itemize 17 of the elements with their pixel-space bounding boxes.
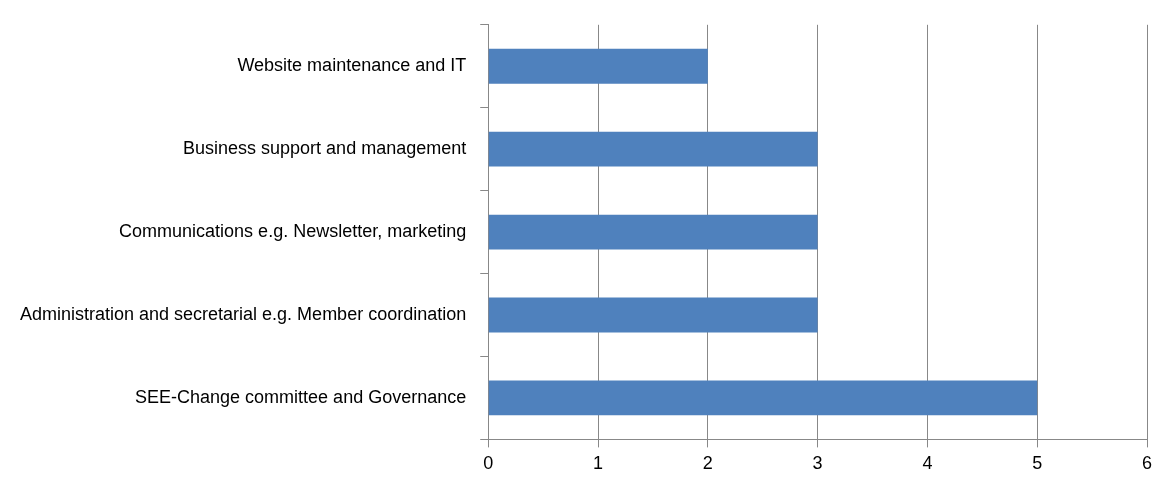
x-tick-label: 3 [812, 453, 823, 474]
y-tick-label: Business support and management [183, 138, 467, 159]
bar [488, 48, 708, 84]
x-tick-label: 6 [1141, 453, 1153, 474]
x-tick-label: 4 [922, 453, 933, 474]
bar [488, 131, 818, 167]
y-tick-label: Administration and secretarial e.g. Member coordination [19, 303, 467, 324]
y-tick-label: Website maintenance and IT [237, 55, 467, 76]
x-tick-label: 1 [593, 453, 604, 474]
bar [488, 214, 818, 250]
y-tick-label: SEE-Change committee and Governance [135, 386, 467, 407]
x-tick-label: 5 [1032, 453, 1043, 474]
bar [488, 380, 1038, 416]
y-tick-label: Communications e.g. Newsletter, marketing [119, 221, 467, 242]
x-tick-label: 0 [483, 453, 494, 474]
x-tick-label: 2 [702, 453, 713, 474]
bar [488, 297, 818, 333]
